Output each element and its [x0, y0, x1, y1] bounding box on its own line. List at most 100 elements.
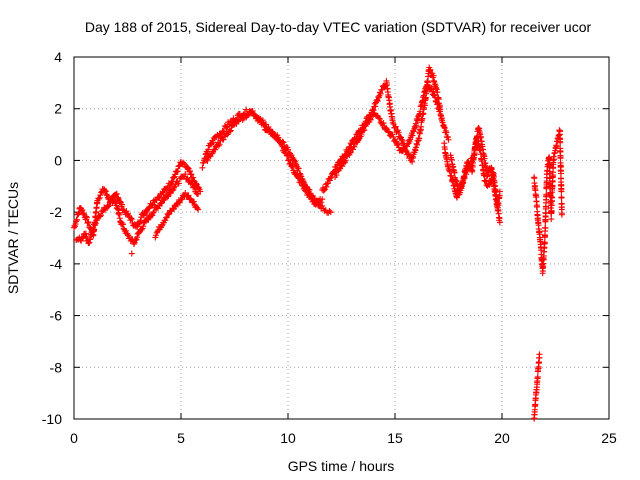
y-axis-label: SDTVAR / TECUs	[5, 182, 21, 294]
data-point	[138, 226, 145, 233]
data-point	[137, 217, 144, 224]
data-point	[380, 120, 387, 127]
data-point	[226, 128, 233, 135]
data-point	[73, 217, 80, 224]
data-point	[170, 174, 177, 181]
data-point	[185, 192, 192, 199]
data-point	[389, 119, 396, 126]
data-point	[361, 127, 368, 134]
data-point	[274, 132, 281, 139]
data-point	[79, 210, 86, 217]
data-point	[199, 164, 206, 171]
data-point	[341, 158, 348, 165]
data-point	[536, 351, 543, 358]
data-point	[195, 191, 202, 198]
data-point	[103, 191, 110, 198]
data-point	[347, 149, 354, 156]
data-point	[465, 159, 472, 166]
data-point	[534, 373, 541, 380]
y-tick-label: -10	[42, 411, 62, 427]
data-point	[557, 139, 564, 146]
data-point	[204, 157, 211, 164]
data-point	[392, 124, 398, 131]
data-point	[558, 194, 565, 201]
data-point	[294, 172, 301, 179]
data-point	[85, 219, 92, 226]
data-point	[297, 177, 304, 184]
data-point	[134, 234, 141, 241]
data-point	[273, 133, 280, 140]
data-point	[427, 66, 434, 73]
data-point	[413, 122, 420, 129]
data-point	[558, 188, 565, 195]
data-point	[482, 178, 489, 185]
data-point	[298, 179, 305, 186]
data-point	[82, 233, 89, 240]
data-point	[405, 140, 412, 147]
x-tick-label: 15	[387, 430, 403, 446]
data-point	[95, 195, 102, 202]
data-point	[158, 222, 165, 229]
data-point	[410, 128, 417, 135]
data-point	[145, 216, 152, 223]
data-point	[549, 194, 556, 201]
data-point	[558, 211, 565, 218]
data-point	[375, 115, 382, 122]
y-tick-label: -6	[50, 308, 63, 324]
data-point	[173, 168, 180, 175]
data-point	[331, 168, 338, 175]
data-point	[114, 194, 121, 201]
data-point	[377, 90, 384, 97]
data-point	[161, 196, 168, 203]
data-point	[285, 146, 291, 153]
data-point	[243, 106, 250, 113]
data-point	[548, 216, 555, 223]
data-point	[542, 224, 549, 231]
data-point	[342, 157, 349, 164]
data-point	[336, 159, 343, 166]
data-point	[351, 143, 358, 150]
data-point	[481, 177, 488, 184]
data-point	[409, 132, 416, 139]
data-point	[82, 230, 89, 237]
data-point	[484, 173, 491, 180]
data-point	[267, 126, 274, 133]
data-point	[543, 191, 550, 198]
data-point	[496, 188, 503, 195]
data-point	[541, 239, 548, 246]
data-point	[496, 219, 503, 226]
data-point	[377, 116, 384, 123]
data-point	[190, 183, 197, 190]
data-point	[191, 184, 198, 191]
data-point	[140, 223, 147, 230]
data-point	[284, 152, 291, 159]
data-point	[97, 213, 104, 220]
data-point	[405, 150, 412, 157]
data-point	[188, 178, 195, 185]
data-point	[176, 199, 183, 206]
data-point	[399, 137, 406, 144]
data-point	[430, 72, 437, 79]
data-point	[190, 198, 197, 205]
data-point	[150, 208, 157, 215]
data-point	[285, 156, 292, 163]
data-point	[359, 127, 366, 134]
data-point	[428, 85, 435, 92]
y-tick-label: -8	[50, 359, 63, 375]
data-point	[278, 140, 285, 147]
data-point	[375, 93, 382, 100]
data-point	[120, 221, 127, 228]
y-tick-label: 0	[54, 152, 62, 168]
data-point	[130, 240, 137, 247]
data-point	[150, 209, 157, 216]
data-point	[184, 192, 191, 199]
plot-frame	[73, 56, 610, 420]
data-point	[398, 136, 405, 143]
data-point	[190, 174, 197, 181]
data-point	[319, 196, 326, 203]
data-point	[372, 103, 379, 110]
data-point	[323, 183, 330, 190]
data-point	[285, 157, 292, 164]
data-point	[326, 207, 333, 214]
